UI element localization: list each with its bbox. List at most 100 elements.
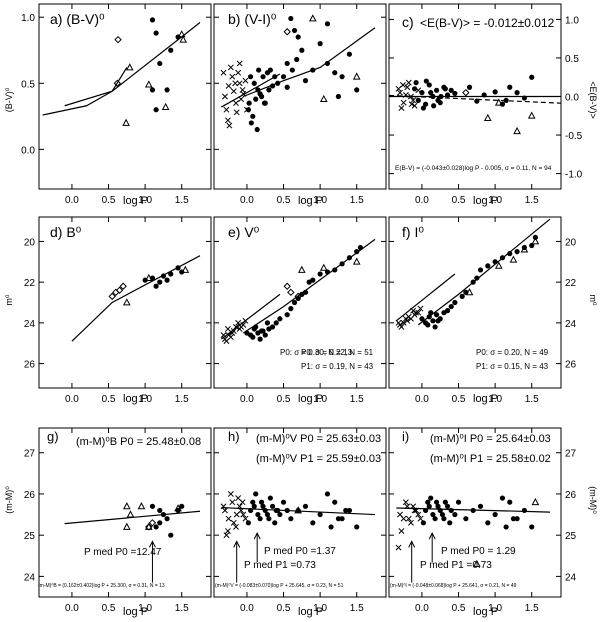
data-point-dot (272, 74, 278, 80)
data-point-triangle (122, 502, 131, 510)
data-point-dot (168, 532, 174, 538)
data-point-dot (428, 495, 434, 501)
data-point-dot (284, 60, 290, 67)
data-point-triangle (483, 113, 492, 121)
data-point-triangle (122, 298, 131, 306)
data-point-dot (291, 27, 298, 34)
data-point-cross (222, 93, 228, 100)
data-point-triangle (352, 72, 361, 80)
data-point-cross (404, 503, 411, 510)
y-tick-label: 26 (565, 490, 577, 501)
data-point-cross (239, 499, 246, 506)
panel-h-pmed-p1: P med P1 =0.73 (244, 560, 316, 571)
data-point-triangle (144, 80, 153, 88)
data-point-dot (463, 516, 469, 522)
data-point-dot (439, 511, 446, 518)
data-point-dot (459, 293, 465, 299)
data-point-dot (284, 84, 290, 90)
data-point-cross (235, 319, 242, 326)
data-point-dot (514, 249, 520, 255)
data-point-cross (223, 532, 230, 539)
panel-f-stat-2: P1: σ = 0.15, N = 43 (476, 362, 549, 371)
data-point-dot (435, 503, 441, 509)
data-point-dot (448, 507, 454, 514)
data-point-dot (474, 98, 480, 104)
data-point-dot (164, 516, 170, 522)
data-point-diamond (145, 523, 153, 531)
data-point-dot (256, 67, 262, 73)
data-point-triangle (179, 35, 188, 43)
data-point-cross (235, 69, 242, 76)
ylabel-row1-left: (B-V)⁰ (4, 87, 14, 112)
data-marks (42, 14, 561, 583)
data-point-dot (426, 503, 432, 509)
panel-i-frame (388, 427, 562, 598)
panel-f-plot (395, 218, 551, 330)
data-point-dot (302, 78, 309, 84)
data-point-cross (230, 328, 237, 334)
data-point-dot (280, 74, 287, 80)
data-point-cross (408, 101, 415, 108)
fit-line (417, 218, 551, 326)
x-tick-label: 1.0 (138, 603, 152, 614)
data-point-dot (153, 30, 159, 36)
x-tick-label: 1.0 (313, 603, 327, 614)
y-tick-label: 27 (24, 449, 36, 460)
data-point-triangle (122, 118, 130, 126)
data-point-cross (238, 96, 245, 103)
data-point-dot (164, 277, 170, 283)
panel-f-stat-1: P0: σ = 0.20, N = 49 (476, 348, 549, 357)
fit-line (71, 255, 201, 342)
data-point-dot (160, 273, 167, 279)
data-point-dot (257, 91, 263, 97)
data-point-triangle (352, 257, 361, 265)
y-tick-label: -0.5 (565, 131, 583, 142)
x-tick-label: 1.5 (350, 195, 364, 206)
panel-c-label: c) (402, 14, 414, 30)
data-point-cross (410, 97, 417, 104)
data-point-dot (179, 503, 185, 509)
y-tick-label: 25 (565, 531, 577, 542)
data-point-dot (426, 82, 432, 88)
data-point-dot (253, 324, 259, 330)
data-point-cross (399, 81, 406, 88)
data-point-dot (253, 491, 259, 497)
data-point-dot (266, 516, 272, 522)
data-point-dot (257, 516, 263, 522)
fit-line (243, 27, 376, 98)
data-point-cross (229, 499, 236, 506)
data-point-dot (153, 107, 159, 113)
data-point-dot (258, 499, 265, 505)
data-point-dot (452, 299, 458, 306)
data-point-dot (332, 267, 338, 273)
data-point-dot (160, 511, 167, 518)
data-point-cross (226, 122, 233, 129)
panel-a-plot (42, 17, 201, 126)
data-point-dot (431, 103, 437, 109)
data-point-dot (452, 511, 458, 518)
data-point-dot (302, 289, 309, 295)
y-tick-label: 1.0 (21, 13, 35, 24)
data-point-dot (432, 516, 438, 522)
x-tick-label: 1.0 (488, 394, 502, 405)
data-point-dot (264, 511, 271, 518)
x-tick-label: 0.5 (102, 603, 116, 614)
fit-line (242, 238, 376, 334)
data-point-dot (444, 503, 451, 509)
data-point-cross (236, 503, 243, 510)
data-point-triangle (161, 102, 170, 110)
data-point-triangle (472, 559, 481, 567)
data-point-dot (254, 126, 260, 133)
y-tick-label: -1.0 (565, 170, 583, 181)
panel-f-frame (388, 216, 562, 389)
y-tick-label: 22 (24, 278, 36, 289)
ylabel-row2-left: m⁰ (4, 294, 14, 305)
median-period-arrowhead (428, 531, 436, 540)
data-point-dot (420, 105, 426, 111)
data-point-dot (339, 74, 345, 80)
data-point-dot (435, 97, 441, 103)
panel-i-label: i) (402, 429, 409, 444)
panel-b-label: b) (V-I)⁰ (228, 11, 277, 27)
y-tick-label: 0.0 (565, 93, 579, 104)
data-point-cross (220, 69, 227, 76)
